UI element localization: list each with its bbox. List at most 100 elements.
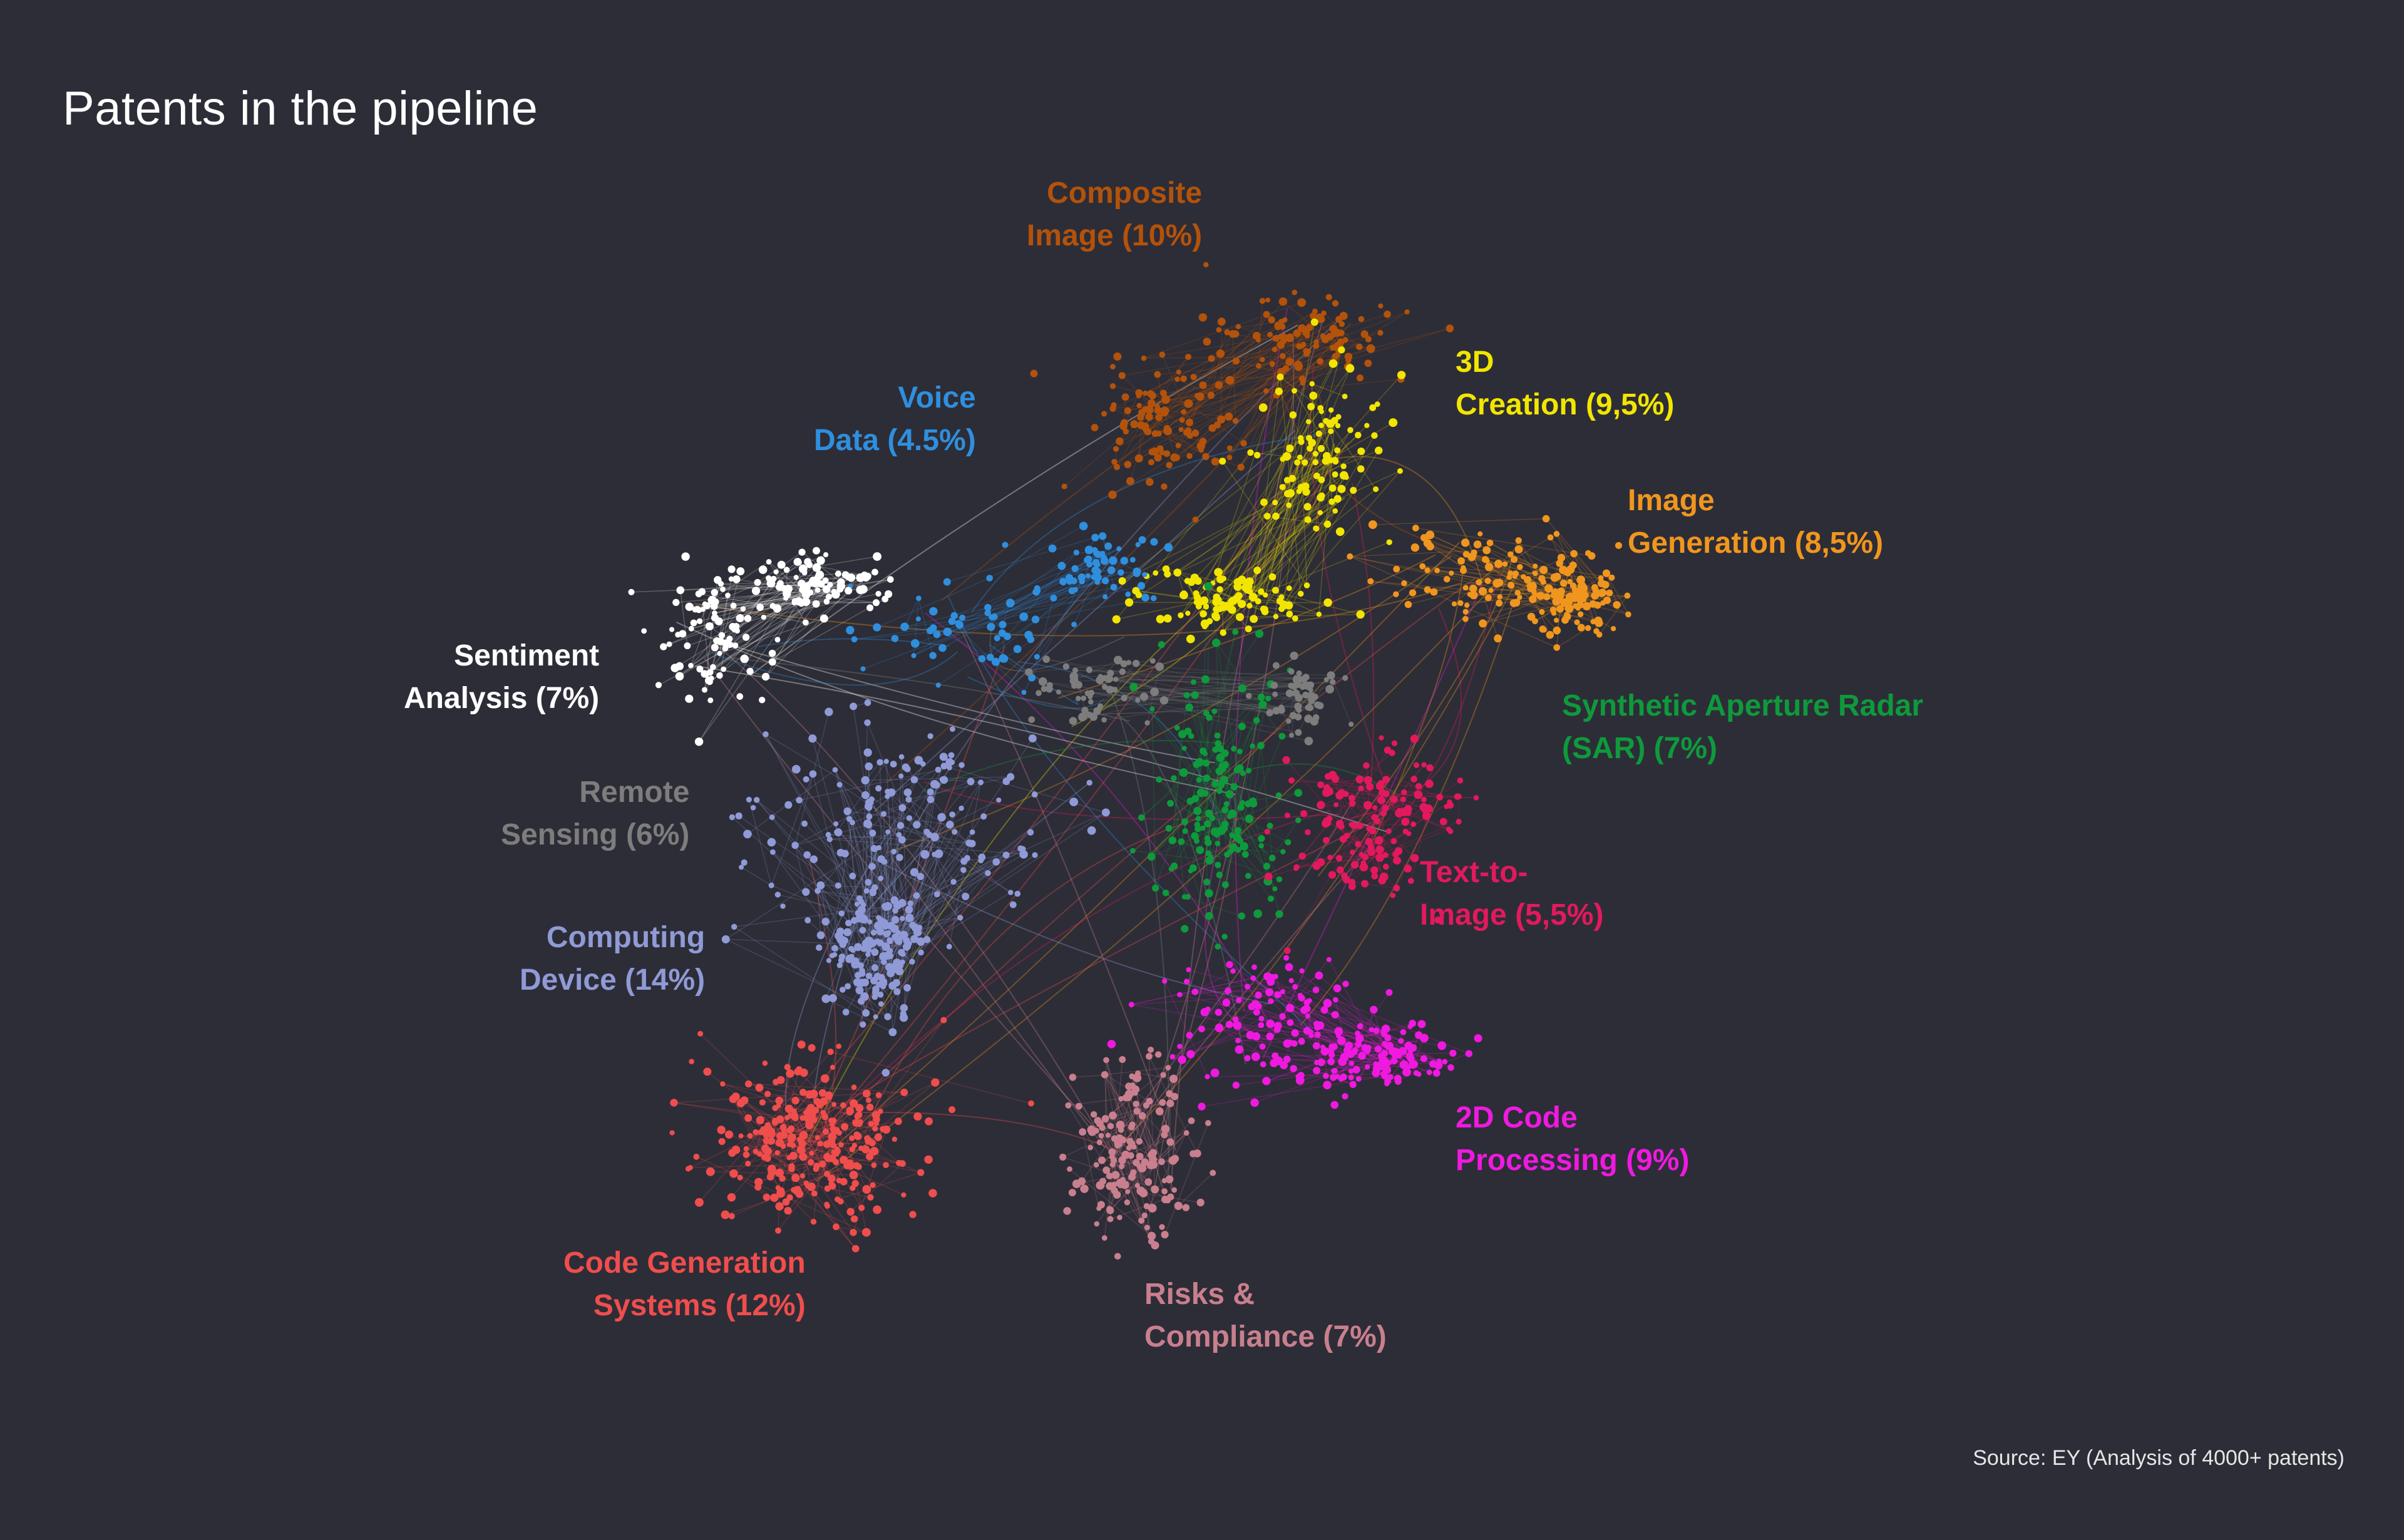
network-node-3d-creation [1153, 570, 1159, 576]
network-edge [886, 851, 895, 935]
network-node-3d-creation [1309, 381, 1315, 387]
network-edge [837, 1172, 922, 1200]
network-node-code-generation [809, 1089, 818, 1099]
network-edge [923, 781, 1340, 820]
network-node-computing-device [796, 797, 803, 804]
network-edge [695, 665, 1391, 834]
network-edge [1300, 607, 1513, 1025]
network-node-sentiment-analysis [669, 627, 675, 632]
network-node-remote-sensing [1342, 675, 1348, 681]
network-edge [903, 784, 937, 1014]
network-edge [1223, 779, 1276, 890]
network-edge [1164, 339, 1346, 411]
network-node-computing-device [946, 943, 952, 950]
network-node-code-generation [754, 1178, 763, 1186]
network-node-sar [1170, 862, 1178, 870]
network-node-image-generation [1462, 608, 1469, 615]
network-node-computing-device [906, 815, 913, 821]
network-node-3d-creation [1220, 629, 1227, 636]
network-edge [1203, 314, 1267, 386]
network-node-composite-image [1321, 310, 1327, 316]
network-node-voice-data [1004, 632, 1011, 640]
network-edge [1258, 332, 1381, 367]
network-edge [1304, 456, 1483, 583]
network-node-remote-sensing [1072, 667, 1079, 674]
network-node-code-generation [685, 1166, 691, 1172]
network-edge [881, 799, 999, 860]
network-node-composite-image [1297, 298, 1307, 307]
network-node-computing-device [880, 811, 887, 817]
network-node-risks-compliance [1134, 1183, 1140, 1188]
network-node-text-to-image [1359, 863, 1369, 871]
network-node-risks-compliance [1107, 1216, 1114, 1223]
network-edge [1146, 403, 1189, 431]
network-node-computing-device [902, 763, 910, 771]
network-edge [1327, 776, 1451, 832]
network-node-computing-device [838, 910, 845, 916]
network-node-computing-device [816, 944, 823, 952]
network-node-remote-sensing [1314, 701, 1322, 709]
network-node-computing-device [898, 898, 907, 908]
network-node-2d-code [1317, 1058, 1325, 1067]
network-node-voice-data [1059, 578, 1067, 585]
network-node-code-generation [778, 1140, 784, 1146]
network-node-code-generation [799, 1068, 808, 1077]
network-node-2d-code [1205, 1006, 1211, 1012]
network-edge [721, 1129, 792, 1168]
network-node-composite-image [1292, 289, 1298, 295]
network-edge [938, 570, 1112, 686]
network-node-code-generation [762, 1060, 768, 1066]
network-node-2d-code [1258, 1022, 1265, 1029]
network-node-3d-creation [1356, 610, 1365, 619]
network-node-3d-creation [1316, 611, 1322, 617]
network-edge [707, 605, 806, 624]
network-node-text-to-image [1400, 796, 1407, 803]
network-edge [867, 823, 970, 844]
network-node-sar [1221, 761, 1229, 769]
network-node-2d-code [1312, 986, 1320, 993]
network-node-sar [1236, 764, 1244, 773]
network-node-text-to-image [1355, 841, 1362, 848]
network-node-composite-image [1191, 429, 1199, 437]
network-edge [1104, 325, 1278, 414]
network-node-sentiment-analysis [696, 618, 703, 625]
network-edge [1141, 1116, 1163, 1162]
network-node-voice-data [1100, 557, 1109, 565]
network-node-sentiment-analysis [721, 666, 727, 672]
network-node-2d-code [1177, 1044, 1183, 1049]
network-node-computing-device [952, 829, 958, 835]
network-node-code-generation [872, 1126, 878, 1132]
network-node-composite-image [1360, 330, 1369, 338]
network-node-code-generation [791, 1187, 797, 1193]
network-node-remote-sensing [1081, 696, 1087, 701]
network-node-risks-compliance [1166, 1099, 1174, 1107]
network-node-text-to-image [1436, 794, 1444, 801]
network-node-image-generation [1589, 600, 1597, 608]
network-node-risks-compliance [1148, 1238, 1155, 1245]
network-node-sentiment-analysis [835, 570, 841, 577]
network-node-voice-data [873, 623, 881, 632]
network-node-sentiment-analysis [725, 592, 731, 598]
network-node-computing-device [896, 854, 903, 861]
network-node-computing-device [735, 812, 742, 820]
network-node-2d-code [1205, 1074, 1210, 1080]
network-edge [816, 582, 1497, 1182]
network-edge [920, 861, 997, 953]
network-node-sentiment-analysis [641, 628, 647, 634]
network-node-3d-creation [1301, 482, 1310, 491]
network-node-text-to-image [1348, 822, 1354, 828]
network-node-code-generation [828, 1137, 835, 1144]
network-edge [709, 574, 846, 682]
network-node-3d-creation [1318, 423, 1324, 428]
network-node-computing-device [905, 796, 912, 803]
network-node-computing-device [1020, 846, 1026, 852]
network-node-computing-device [937, 813, 946, 822]
network-node-code-generation [865, 1137, 873, 1145]
network-node-sentiment-analysis [881, 595, 889, 603]
network-edge [1573, 553, 1601, 583]
network-node-2d-code [1426, 1069, 1432, 1075]
network-node-voice-data [846, 625, 855, 635]
network-node-risks-compliance [1063, 1207, 1071, 1215]
network-edge [1256, 475, 1345, 571]
network-node-computing-device [900, 1010, 907, 1017]
